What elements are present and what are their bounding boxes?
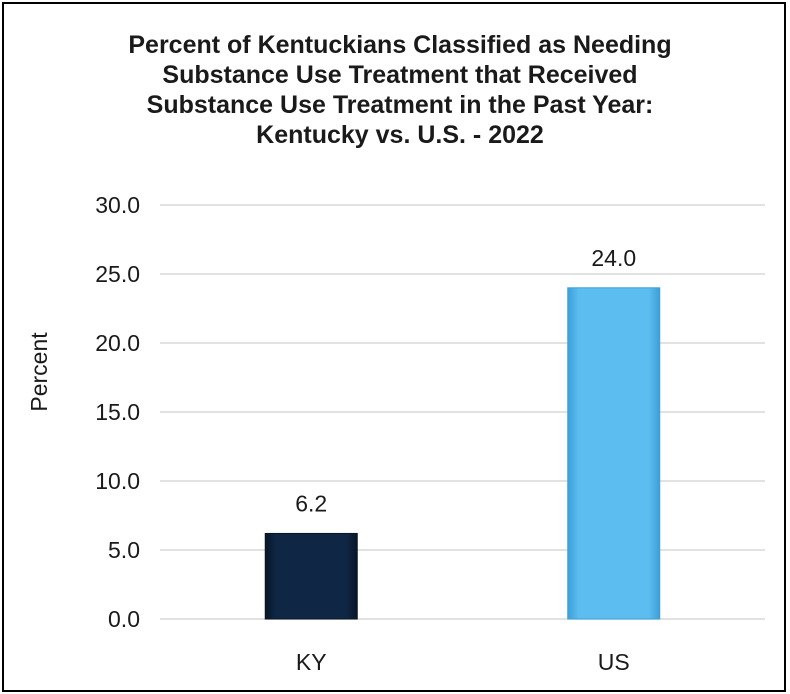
chart-title-line-2: Substance Use Treatment that Received bbox=[162, 61, 638, 89]
bars bbox=[264, 287, 661, 620]
y-tick-label: 25.0 bbox=[95, 261, 140, 287]
y-tick-label: 10.0 bbox=[95, 468, 140, 494]
x-tick-label-ky: KY bbox=[296, 649, 327, 675]
x-axis-tick-labels: KY US bbox=[296, 649, 630, 675]
y-axis-title: Percent bbox=[26, 332, 52, 412]
y-axis-tick-labels: 0.0 5.0 10.0 15.0 20.0 25.0 30.0 bbox=[95, 192, 140, 632]
x-tick-label-us: US bbox=[598, 649, 630, 675]
chart-title-line-4: Kentucky vs. U.S. - 2022 bbox=[256, 121, 544, 149]
data-labels: 6.2 24.0 bbox=[295, 245, 636, 517]
chart-title-line-3: Substance Use Treatment in the Past Year… bbox=[146, 91, 654, 119]
bar-ky bbox=[264, 532, 358, 620]
y-tick-label: 0.0 bbox=[108, 606, 140, 632]
chart-title: Percent of Kentuckians Classified as Nee… bbox=[60, 30, 740, 150]
y-tick-label: 5.0 bbox=[108, 537, 140, 563]
y-tick-label: 15.0 bbox=[95, 399, 140, 425]
data-label-us: 24.0 bbox=[591, 245, 636, 271]
bar-us bbox=[567, 287, 661, 620]
y-tick-label: 20.0 bbox=[95, 330, 140, 356]
data-label-ky: 6.2 bbox=[295, 490, 327, 516]
chart-title-line-1: Percent of Kentuckians Classified as Nee… bbox=[128, 31, 672, 59]
y-tick-label: 30.0 bbox=[95, 192, 140, 218]
gridlines bbox=[160, 204, 765, 620]
